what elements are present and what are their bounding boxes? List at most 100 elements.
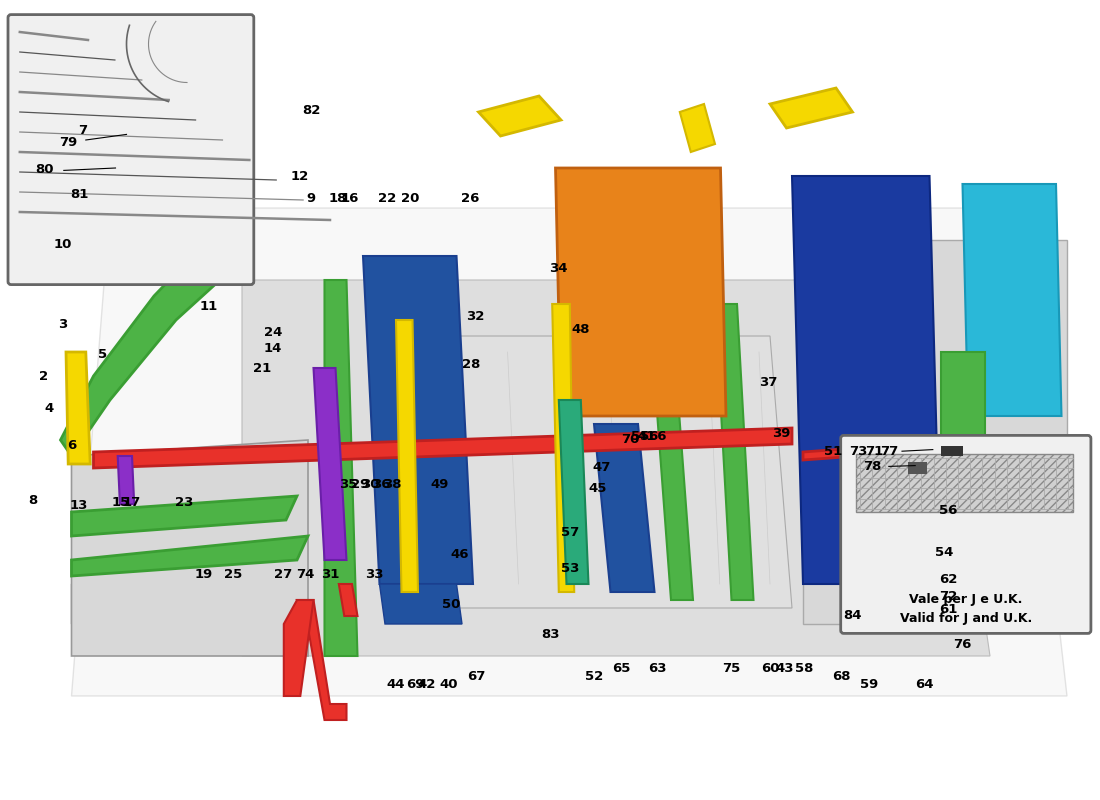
Text: 59: 59 [860, 678, 878, 690]
Text: 12: 12 [290, 170, 308, 182]
Text: 2: 2 [40, 370, 48, 382]
Polygon shape [940, 352, 984, 480]
Text: 38: 38 [384, 478, 402, 490]
Text: 76: 76 [954, 638, 971, 650]
Polygon shape [552, 304, 574, 592]
Text: 56: 56 [939, 504, 957, 517]
Text: 9: 9 [307, 192, 316, 205]
Text: 32: 32 [466, 310, 484, 322]
Polygon shape [556, 168, 726, 416]
Bar [908, 462, 927, 474]
Polygon shape [803, 436, 1023, 460]
Polygon shape [94, 428, 792, 468]
Text: 62: 62 [939, 573, 957, 586]
Text: 27: 27 [274, 568, 292, 581]
Text: 6: 6 [67, 439, 76, 452]
Text: 30: 30 [362, 478, 380, 490]
Text: 44: 44 [387, 678, 405, 690]
Text: 43: 43 [776, 662, 793, 674]
Text: 31: 31 [321, 568, 339, 581]
Text: 67: 67 [468, 670, 485, 682]
Text: 16: 16 [341, 192, 359, 205]
Text: 23: 23 [175, 496, 192, 509]
Text: 72: 72 [939, 590, 957, 602]
Text: 64: 64 [915, 678, 933, 690]
Polygon shape [72, 208, 1067, 696]
Text: 48: 48 [572, 323, 590, 336]
Text: 10: 10 [54, 238, 72, 250]
Polygon shape [715, 304, 754, 600]
Text: 49: 49 [431, 478, 449, 490]
Text: 35: 35 [340, 478, 358, 490]
FancyBboxPatch shape [8, 14, 254, 285]
Polygon shape [72, 584, 176, 624]
Text: 79: 79 [59, 136, 77, 149]
Text: 60: 60 [761, 662, 779, 674]
Text: 11: 11 [200, 300, 218, 313]
Text: 8: 8 [29, 494, 37, 506]
Polygon shape [594, 424, 654, 592]
Text: 82: 82 [302, 104, 320, 117]
Polygon shape [856, 454, 1072, 512]
Polygon shape [803, 240, 1067, 624]
Text: 77: 77 [880, 445, 898, 458]
Text: 70: 70 [621, 433, 639, 446]
Polygon shape [72, 440, 308, 656]
Text: 3: 3 [58, 318, 67, 330]
Text: 74: 74 [297, 568, 315, 581]
Text: 75: 75 [723, 662, 740, 674]
Text: 17: 17 [123, 496, 141, 509]
Text: 28: 28 [462, 358, 480, 370]
Polygon shape [339, 584, 358, 616]
FancyBboxPatch shape [840, 435, 1091, 634]
Text: 53: 53 [561, 562, 579, 574]
Text: 71: 71 [866, 445, 883, 458]
Text: 40: 40 [440, 678, 458, 690]
Text: 5: 5 [98, 348, 107, 361]
Text: 66: 66 [649, 430, 667, 443]
Text: 83: 83 [541, 628, 559, 641]
Text: 26: 26 [461, 192, 478, 205]
Polygon shape [770, 88, 853, 128]
Text: 14: 14 [264, 342, 282, 354]
Polygon shape [242, 280, 990, 656]
Text: 45: 45 [588, 482, 606, 494]
Text: 41: 41 [638, 430, 656, 443]
Text: 4: 4 [45, 402, 54, 414]
Polygon shape [324, 280, 358, 656]
Text: 52: 52 [585, 670, 603, 682]
Text: 65: 65 [613, 662, 630, 674]
Polygon shape [284, 600, 314, 696]
Text: 46: 46 [451, 548, 469, 561]
Polygon shape [649, 304, 693, 600]
Text: 13: 13 [70, 499, 88, 512]
Text: 37: 37 [759, 376, 777, 389]
Polygon shape [792, 176, 940, 584]
Text: 18: 18 [329, 192, 346, 205]
Text: 69: 69 [407, 678, 425, 690]
Text: 19: 19 [195, 568, 212, 581]
Text: Valid for J and U.K.: Valid for J and U.K. [900, 612, 1032, 625]
Polygon shape [363, 256, 473, 584]
Text: 33: 33 [365, 568, 383, 581]
Text: 50: 50 [442, 598, 460, 611]
Text: 34: 34 [550, 262, 568, 275]
Text: 68: 68 [833, 670, 850, 682]
Polygon shape [379, 584, 462, 624]
Text: 20: 20 [402, 192, 419, 205]
Polygon shape [72, 536, 308, 576]
Polygon shape [314, 368, 346, 560]
Text: 25: 25 [224, 568, 242, 581]
Text: 84: 84 [844, 609, 861, 622]
Text: 57: 57 [561, 526, 579, 538]
Text: 63: 63 [649, 662, 667, 674]
Text: 54: 54 [935, 546, 953, 558]
Text: 47: 47 [593, 461, 611, 474]
Polygon shape [478, 96, 561, 136]
Text: 29: 29 [351, 478, 369, 490]
Text: 55: 55 [631, 430, 649, 443]
Text: 7: 7 [78, 124, 87, 137]
Text: a AlfaWorkshop: a AlfaWorkshop [371, 466, 641, 494]
Text: 73: 73 [849, 445, 867, 458]
Text: 42: 42 [418, 678, 436, 690]
